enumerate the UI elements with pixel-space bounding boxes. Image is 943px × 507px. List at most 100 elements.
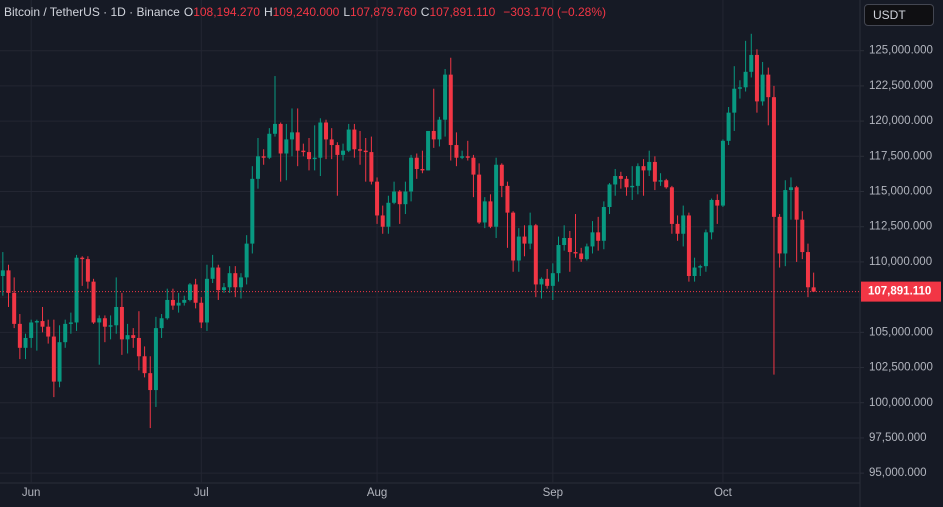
candle-body	[125, 335, 130, 340]
candle-body	[590, 232, 595, 247]
candle-body	[244, 243, 249, 278]
candle-body	[261, 156, 266, 158]
candle-body	[692, 267, 697, 276]
candle-body	[760, 74, 765, 102]
candle-body	[91, 281, 96, 323]
candle-body	[142, 356, 147, 374]
candle-body	[199, 302, 204, 323]
candle-body	[516, 236, 521, 261]
candle-body	[454, 145, 459, 158]
candle-body	[783, 190, 788, 254]
currency-button[interactable]: USDT	[864, 4, 934, 26]
symbol: Bitcoin / TetherUS · 1D · Binance	[4, 5, 180, 19]
candle-body	[528, 225, 533, 244]
candle-body	[771, 97, 776, 217]
candle-body	[341, 150, 346, 155]
last-price-label: 107,891.110	[868, 286, 931, 298]
candle-body	[40, 321, 45, 327]
candle-body	[6, 270, 11, 293]
candle-body	[443, 74, 448, 120]
candle-body	[669, 187, 674, 224]
candle-body	[102, 318, 107, 327]
candle-body	[618, 176, 623, 179]
candle-body	[766, 74, 771, 98]
candle-body	[12, 292, 17, 324]
candle-body	[307, 152, 312, 160]
candle-body	[392, 191, 397, 203]
change: −303.170 (−0.28%)	[503, 5, 607, 19]
candle-body	[335, 145, 340, 155]
candle-body	[635, 166, 640, 186]
candle-body	[788, 187, 793, 191]
candle-body	[601, 207, 606, 241]
candle-body	[652, 161, 657, 182]
candle-body	[726, 112, 731, 141]
candle-body	[170, 299, 175, 306]
candle-body	[703, 232, 708, 267]
candle-body	[74, 257, 79, 323]
candle-body	[460, 156, 465, 158]
candle-body	[114, 306, 119, 326]
candle-body	[811, 287, 816, 292]
candle-body	[624, 178, 629, 188]
candle-body	[431, 130, 436, 140]
candle-body	[278, 123, 283, 154]
candle-body	[176, 302, 181, 306]
candle-body	[681, 215, 686, 234]
y-tick-label: 105,000.000	[869, 326, 933, 338]
y-tick-label: 125,000.000	[869, 45, 933, 57]
last-price-badge	[861, 281, 941, 302]
candle-body	[386, 202, 391, 227]
candle-body	[108, 325, 113, 327]
candle-body	[204, 278, 209, 323]
candle-body	[664, 180, 669, 188]
candle-body	[312, 157, 317, 160]
candle-body	[46, 326, 51, 337]
candle-body	[403, 191, 408, 205]
y-tick-label: 95,000.000	[869, 467, 927, 479]
candle-body	[409, 157, 414, 192]
candle-body	[777, 216, 782, 254]
candle-body	[284, 139, 289, 154]
x-tick-label: Jun	[22, 487, 41, 499]
candle-body	[800, 219, 805, 253]
candle-body	[596, 232, 601, 241]
candle-body	[358, 149, 363, 151]
candle-body	[749, 54, 754, 72]
y-tick-label: 102,500.000	[869, 362, 933, 374]
candle-body	[448, 74, 453, 146]
y-tick-label: 117,500.000	[869, 150, 932, 162]
candle-body	[119, 306, 124, 340]
candle-body	[267, 133, 272, 158]
candle-body	[193, 284, 198, 303]
candle-body	[471, 157, 476, 175]
candle-body	[499, 164, 504, 186]
ohlc: O108,194.270 H109,240.000 L107,879.760 C107…	[180, 5, 495, 19]
candle-body	[465, 156, 470, 158]
candle-body	[584, 246, 589, 260]
x-tick-label: Jul	[194, 487, 209, 499]
candle-body	[85, 259, 90, 282]
candle-body	[153, 328, 158, 391]
candle-body	[165, 299, 170, 319]
y-tick-label: 122,500.000	[869, 80, 933, 92]
ohlc-key: C	[420, 5, 430, 19]
legend-header: Bitcoin / TetherUS · 1D · Binance O108,19…	[4, 5, 606, 19]
candle-body	[743, 71, 748, 88]
candle-body	[63, 323, 68, 343]
candle-body	[698, 266, 703, 268]
candle-body	[658, 180, 663, 182]
candle-body	[579, 253, 584, 260]
candle-body	[23, 337, 28, 348]
candle-body	[545, 278, 550, 286]
candle-body	[227, 273, 232, 288]
ohlc-value: 108,194.270	[193, 5, 260, 19]
x-tick-label: Aug	[367, 487, 387, 499]
candle-body	[324, 122, 329, 140]
candle-body	[573, 252, 578, 254]
x-tick-label: Sep	[543, 487, 563, 499]
candle-body	[369, 152, 374, 182]
candle-body	[607, 184, 612, 207]
